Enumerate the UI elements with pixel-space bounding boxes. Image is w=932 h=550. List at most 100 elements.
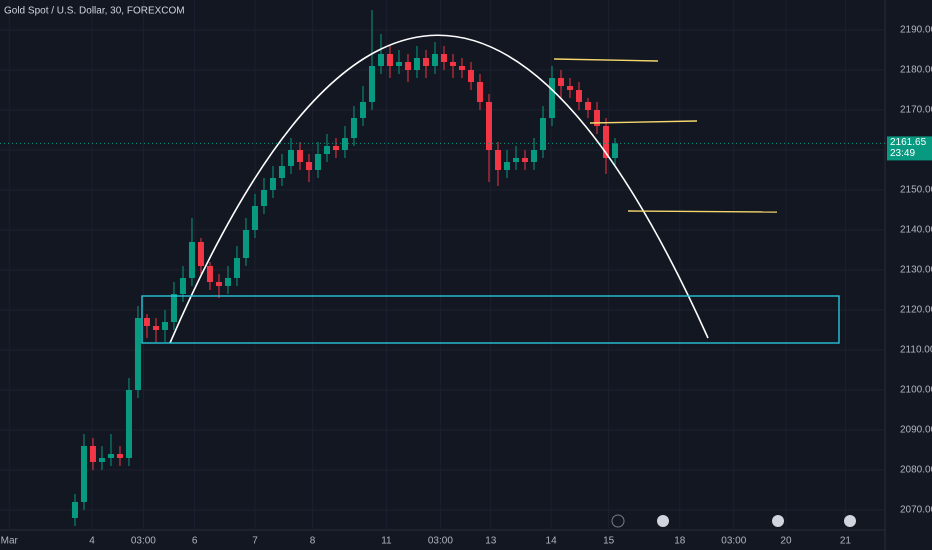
- event-icon: [772, 515, 784, 527]
- y-tick-label: 2110.00: [900, 345, 932, 356]
- candle-body: [143, 318, 150, 326]
- candle-body: [332, 146, 339, 150]
- candle-body: [404, 62, 411, 70]
- candle-body: [476, 82, 483, 102]
- x-tick-label: Mar: [1, 536, 19, 547]
- y-tick-label: 2130.00: [900, 265, 932, 276]
- candle-body: [305, 162, 312, 170]
- y-tick-label: 2180.00: [900, 65, 932, 76]
- candle-body: [575, 90, 582, 102]
- last-price-label: 2161.65: [890, 137, 927, 148]
- arc-drawing: [169, 34, 709, 344]
- candle-body: [341, 138, 348, 150]
- candle-body: [377, 54, 384, 66]
- candle-body: [260, 190, 267, 206]
- y-tick-label: 2070.00: [900, 505, 932, 516]
- candle-body: [584, 102, 591, 110]
- candle-body: [368, 66, 375, 102]
- candle-body: [503, 162, 510, 170]
- event-icon: [657, 515, 669, 527]
- candle-body: [251, 206, 258, 230]
- level-line: [589, 120, 698, 124]
- candle-body: [188, 242, 195, 278]
- candle-body: [413, 58, 420, 70]
- x-tick-label: 8: [310, 536, 316, 547]
- candle-body: [422, 58, 429, 66]
- candles: [71, 10, 618, 526]
- candle-body: [179, 278, 186, 294]
- candle-body: [161, 322, 168, 330]
- candle-body: [170, 294, 177, 322]
- candle-body: [611, 143, 618, 158]
- candle-body: [287, 150, 294, 166]
- candle-body: [350, 118, 357, 138]
- candle-body: [296, 150, 303, 162]
- candle-body: [440, 54, 447, 62]
- candle-body: [278, 166, 285, 178]
- event-icons: [611, 514, 856, 528]
- x-tick-label: 14: [546, 536, 558, 547]
- candle-body: [215, 282, 222, 286]
- candle-body: [89, 446, 96, 462]
- level-line: [553, 58, 659, 62]
- y-tick-label: 2190.00: [900, 25, 932, 36]
- x-tick-label: 7: [252, 536, 258, 547]
- x-tick-label: 03:00: [428, 536, 453, 547]
- y-tick-label: 2140.00: [900, 225, 932, 236]
- y-tick-label: 2150.00: [900, 185, 932, 196]
- candle-body: [530, 150, 537, 162]
- candle-body: [593, 110, 600, 126]
- candle-body: [395, 62, 402, 66]
- y-tick-label: 2120.00: [900, 305, 932, 316]
- candle-body: [548, 78, 555, 118]
- candle-body: [566, 86, 573, 90]
- y-tick-label: 2170.00: [900, 105, 932, 116]
- candle-body: [134, 318, 141, 390]
- candle-body: [152, 326, 159, 330]
- candle-body: [431, 54, 438, 66]
- candle-body: [116, 454, 123, 458]
- candle-body: [386, 54, 393, 66]
- candle-body: [449, 62, 456, 66]
- candle-body: [71, 502, 78, 518]
- candle-body: [494, 150, 501, 170]
- grid: [0, 0, 885, 530]
- y-tick-label: 2100.00: [900, 385, 932, 396]
- candle-body: [602, 126, 609, 158]
- level-line: [627, 210, 778, 213]
- event-icon: [611, 514, 625, 528]
- candle-body: [80, 446, 87, 502]
- x-tick-label: 6: [192, 536, 198, 547]
- candle-body: [359, 102, 366, 118]
- event-icon: [844, 515, 856, 527]
- candle-body: [233, 258, 240, 278]
- zone-rectangle: [141, 295, 840, 344]
- candle-body: [458, 66, 465, 70]
- candle-body: [224, 278, 231, 286]
- candle-body: [323, 146, 330, 154]
- candle-body: [242, 230, 249, 258]
- x-tick-label: 21: [840, 536, 852, 547]
- chart-title: Gold Spot / U.S. Dollar, 30, FOREXCOM: [4, 6, 185, 17]
- y-tick-label: 2080.00: [900, 465, 932, 476]
- candle-body: [539, 118, 546, 150]
- x-tick-label: 20: [780, 536, 792, 547]
- candle-body: [512, 158, 519, 162]
- candle-body: [98, 458, 105, 462]
- x-tick-label: 4: [89, 536, 95, 547]
- candle-body: [125, 390, 132, 458]
- x-tick-label: 18: [674, 536, 686, 547]
- x-tick-label: 03:00: [721, 536, 746, 547]
- candle-body: [314, 154, 321, 170]
- candle-body: [485, 102, 492, 150]
- candle-body: [107, 454, 114, 458]
- candle-body: [467, 70, 474, 82]
- y-tick-label: 2090.00: [900, 425, 932, 436]
- candle-body: [206, 266, 213, 282]
- candle-body: [557, 78, 564, 86]
- candle-body: [197, 242, 204, 266]
- x-tick-label: 15: [603, 536, 615, 547]
